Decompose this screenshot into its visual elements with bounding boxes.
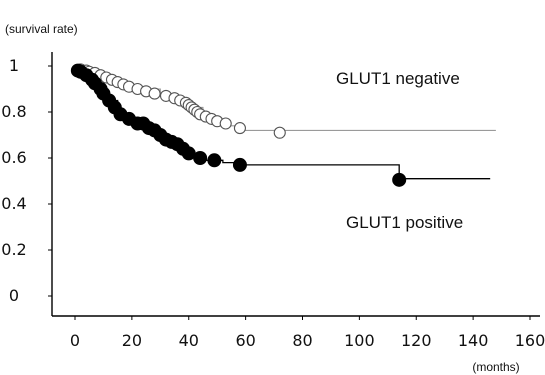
x-tick-label: 100	[344, 331, 375, 350]
open-censor-point	[233, 122, 246, 135]
y-tick-label: 1	[9, 56, 19, 75]
y-tick-label: 0.2	[1, 240, 26, 259]
x-axis-title: (months)	[472, 360, 519, 374]
survival-curves	[70, 63, 496, 187]
x-tick-label: 160	[515, 331, 545, 350]
y-tick-label: 0.8	[1, 102, 26, 121]
series-label-glut1-positive: GLUT1 positive	[346, 213, 463, 232]
x-tick-label: 60	[235, 331, 255, 350]
tick-labels: 0 0.2 0.4 0.6 0.8 1 0 20 40 60 80 100 120 140 160	[1, 56, 545, 350]
x-tick-label: 40	[179, 331, 199, 350]
y-tick-label: 0.6	[1, 148, 26, 167]
x-tick-label: 20	[122, 331, 142, 350]
open-censor-point	[219, 117, 232, 130]
x-tick-label: 140	[458, 331, 489, 350]
y-axis-title: (survival rate)	[5, 22, 78, 36]
x-tick-label: 0	[70, 331, 80, 350]
x-tick-label: 120	[401, 331, 432, 350]
y-tick-label: 0	[9, 286, 19, 305]
open-censor-point	[273, 126, 286, 139]
filled-censor-point	[207, 153, 222, 168]
axes	[48, 52, 540, 320]
open-censor-point	[148, 87, 161, 100]
x-tick-label: 80	[292, 331, 312, 350]
series-label-glut1-negative: GLUT1 negative	[336, 69, 460, 88]
filled-censor-point	[392, 172, 407, 187]
series-glut1-positive	[70, 63, 491, 187]
filled-censor-point	[193, 151, 208, 165]
y-tick-label: 0.4	[1, 194, 26, 213]
filled-censor-point	[232, 157, 247, 172]
